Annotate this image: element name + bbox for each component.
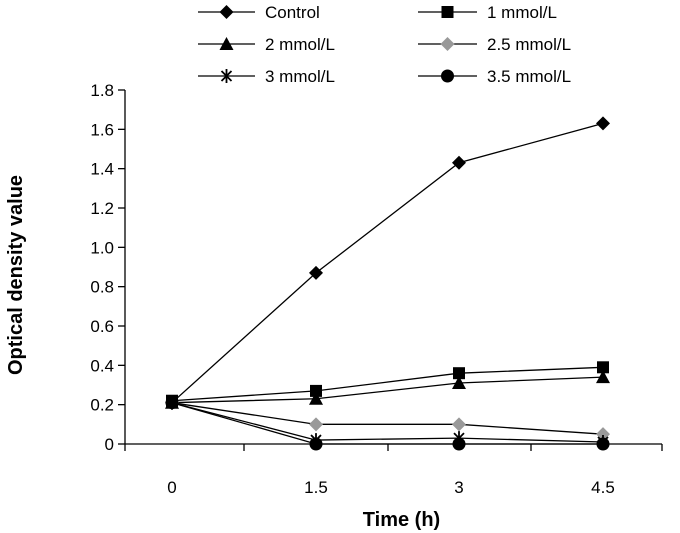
y-tick-label: 1.2	[90, 199, 114, 218]
y-tick-label: 0.8	[90, 278, 114, 297]
data-point	[309, 417, 323, 432]
series-markers	[165, 116, 610, 451]
x-tick-label: 4.5	[591, 478, 615, 497]
data-point	[452, 155, 466, 170]
series-line	[171, 366, 604, 402]
data-point	[597, 361, 609, 374]
legend-marker	[219, 37, 234, 50]
data-point	[310, 384, 322, 397]
y-tick-label: 0.6	[90, 317, 114, 336]
legend-item: 1 mmol/L	[418, 3, 557, 22]
legend-item: Control	[198, 3, 320, 22]
data-point	[596, 437, 610, 451]
y-tick-label: 1.8	[90, 81, 114, 100]
y-tick-label: 0.2	[90, 396, 114, 415]
data-point	[309, 437, 323, 451]
legend-marker	[219, 5, 234, 19]
legend-item: 3.5 mmol/L	[418, 67, 571, 86]
x-ticks: 0 1.5 3 4.5	[124, 444, 663, 497]
series-line	[171, 402, 603, 445]
x-tick-label: 1.5	[304, 478, 328, 497]
y-tick-label: 0	[105, 435, 114, 454]
y-ticks: 0 0.2 0.4 0.6 0.8 1.0 1.2 1.4 1.6 1.8	[90, 81, 125, 454]
series-line	[171, 402, 604, 435]
x-tick-label: 0	[167, 478, 176, 497]
data-point	[596, 116, 610, 131]
axes	[124, 90, 662, 445]
legend-item: 2.5 mmol/L	[418, 35, 571, 54]
legend-item: 2 mmol/L	[198, 35, 335, 54]
series-lines	[171, 122, 604, 445]
data-point	[453, 367, 465, 380]
legend-marker	[220, 69, 233, 83]
legend-marker	[441, 6, 454, 18]
y-tick-label: 0.4	[90, 356, 114, 375]
series-line	[171, 402, 604, 443]
legend-label: 2.5 mmol/L	[487, 35, 571, 54]
legend-marker	[441, 69, 454, 83]
y-tick-label: 1.4	[90, 160, 114, 179]
x-axis-title: Time (h)	[363, 509, 440, 531]
data-point	[165, 396, 179, 410]
data-point	[452, 437, 466, 451]
legend-marker	[440, 37, 455, 51]
legend-item: 3 mmol/L	[198, 67, 335, 86]
series-line	[171, 122, 604, 404]
legend-label: 1 mmol/L	[487, 3, 557, 22]
data-point	[452, 376, 466, 390]
y-tick-label: 1.6	[90, 120, 114, 139]
series-line	[171, 376, 604, 404]
data-point	[452, 417, 466, 432]
data-point	[309, 391, 323, 405]
data-point	[596, 370, 610, 384]
y-axis-title: Optical density value	[5, 175, 27, 375]
legend-label: 3.5 mmol/L	[487, 67, 571, 86]
legend-label: 2 mmol/L	[265, 35, 335, 54]
legend-label: Control	[265, 3, 320, 22]
y-tick-label: 1.0	[90, 238, 114, 257]
data-point	[309, 265, 323, 280]
legend: Control 1 mmol/L 2 mmol/L 2.5 mmol/L 3 mmol/…	[198, 3, 571, 86]
x-tick-label: 3	[454, 478, 463, 497]
legend-label: 3 mmol/L	[265, 67, 335, 86]
